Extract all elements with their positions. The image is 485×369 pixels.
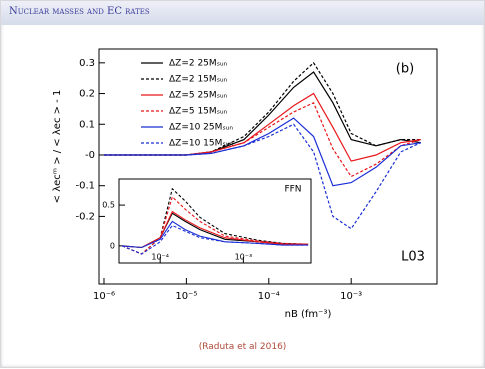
series-line	[121, 224, 309, 255]
legend-label: ΔZ=10 15Mₛᵤₙ	[169, 139, 233, 149]
x-tick-label: 10⁻⁶	[93, 291, 115, 302]
y-tick-label: 0.3	[79, 58, 95, 69]
x-axis-label: nB (fm⁻³)	[285, 309, 332, 320]
y-tick-label: 0.1	[79, 119, 95, 130]
slide-title: Nuclear masses and EC rates	[9, 6, 150, 17]
citation: (Raduta et al 2016)	[198, 342, 287, 352]
y-tick-label: 0.2	[79, 89, 95, 100]
legend-label: ΔZ=2 15Mₛᵤₙ	[169, 75, 228, 85]
legend-label: ΔZ=10 25Mₛᵤₙ	[169, 123, 233, 133]
header-bar: Nuclear masses and EC rates	[1, 1, 484, 25]
annotation: L03	[401, 250, 425, 265]
x-tick-label: 10⁻³	[235, 253, 253, 262]
x-tick-label: 10⁻⁵	[175, 291, 197, 302]
y-tick-label: 0.5	[102, 201, 115, 210]
y-tick-label: -0	[85, 150, 95, 161]
y-axis-label: < λecᵐ > / < λec > - 1	[52, 90, 63, 204]
x-tick-label: 10⁻⁴	[151, 253, 169, 262]
annotation: (b)	[396, 62, 414, 77]
legend-label: ΔZ=5 25Mₛᵤₙ	[169, 91, 228, 101]
x-tick-label: 10⁻³	[340, 291, 362, 302]
x-tick-label: 10⁻⁴	[258, 291, 280, 302]
y-tick-label: -0.2	[75, 211, 95, 222]
legend-label: ΔZ=2 25Mₛᵤₙ	[169, 59, 228, 69]
series-line	[122, 220, 309, 249]
series-line	[122, 210, 309, 249]
legend-label: ΔZ=5 15Mₛᵤₙ	[169, 107, 228, 117]
y-tick-label: 0	[110, 241, 115, 250]
series-line	[104, 123, 422, 230]
plot-frame	[118, 178, 312, 264]
series-line	[121, 195, 309, 255]
y-tick-label: -0.1	[75, 181, 95, 192]
annotation: FFN	[284, 185, 301, 195]
